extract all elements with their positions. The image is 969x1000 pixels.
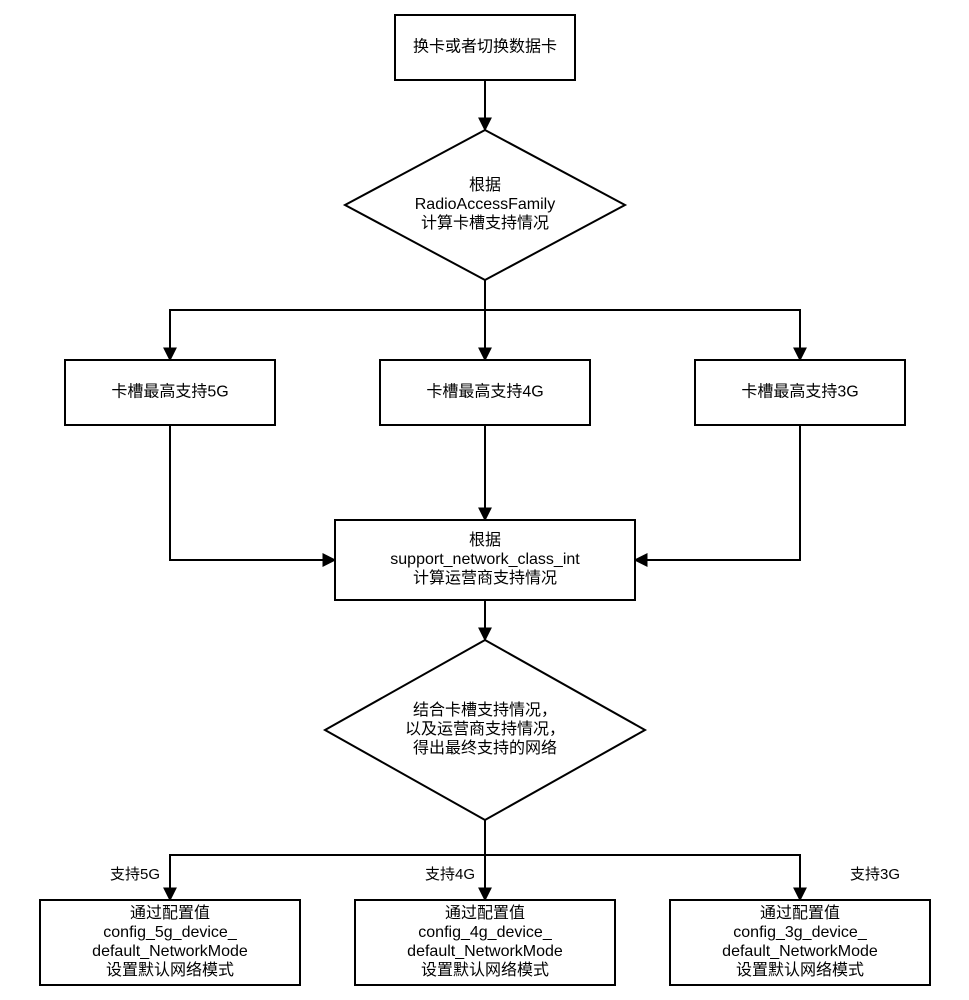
node-s5g: 卡槽最高支持5G <box>65 360 275 425</box>
node-label: 卡槽最高支持3G <box>741 383 858 401</box>
flowchart-canvas: 支持5G 支持4G 支持3G 换卡或者切换数据卡根据 RadioAccessFamily… <box>0 0 969 1000</box>
edge <box>635 425 800 560</box>
node-label: config_3g_device_ <box>733 924 868 941</box>
node-label: 根据 <box>469 176 501 194</box>
node-label: default_NetworkMode <box>92 943 248 960</box>
node-label: 通过配置值 <box>445 904 525 922</box>
node-s3g: 卡槽最高支持3G <box>695 360 905 425</box>
node-label: config_4g_device_ <box>418 924 553 941</box>
node-label: 计算运营商支持情况 <box>413 568 557 587</box>
node-calc: 根据 support_network_class_int计算运营商支持情况 <box>335 520 635 600</box>
node-label: RadioAccessFamily <box>415 196 555 213</box>
node-s4g: 卡槽最高支持4G <box>380 360 590 425</box>
node-label: 通过配置值 <box>130 904 210 922</box>
node-label: 得出最终支持的网络 <box>413 738 557 757</box>
edge <box>485 280 800 360</box>
node-label: 根据 <box>469 531 501 549</box>
node-c4g: 通过配置值 config_4g_device_ default_NetworkMod… <box>355 900 615 985</box>
node-c3g: 通过配置值 config_3g_device_ default_NetworkMod… <box>670 900 930 985</box>
edge <box>170 820 485 900</box>
node-label: config_5g_device_ <box>103 924 238 941</box>
node-label: 设置默认网络模式 <box>736 960 864 979</box>
node-label: 计算卡槽支持情况 <box>421 213 549 232</box>
node-label: 结合卡槽支持情况， <box>413 701 557 719</box>
node-c5g: 通过配置值 config_5g_device_ default_NetworkMod… <box>40 900 300 985</box>
node-label: 卡槽最高支持4G <box>426 383 543 401</box>
edge-label: 支持4G <box>425 866 475 883</box>
edge-label: 支持3G <box>850 866 900 883</box>
node-label: 换卡或者切换数据卡 <box>413 38 557 56</box>
node-label: 设置默认网络模式 <box>421 960 549 979</box>
edge <box>170 280 485 360</box>
node-label: default_NetworkMode <box>407 943 563 960</box>
node-d1: 根据 RadioAccessFamily计算卡槽支持情况 <box>345 130 625 280</box>
node-label: 通过配置值 <box>760 904 840 922</box>
node-label: default_NetworkMode <box>722 943 878 960</box>
node-start: 换卡或者切换数据卡 <box>395 15 575 80</box>
edge <box>485 820 800 900</box>
node-label: support_network_class_int <box>390 551 580 568</box>
node-d2: 结合卡槽支持情况，以及运营商支持情况，得出最终支持的网络 <box>325 640 645 820</box>
node-label: 以及运营商支持情况， <box>405 720 565 738</box>
node-label: 设置默认网络模式 <box>106 960 234 979</box>
node-label: 卡槽最高支持5G <box>111 383 228 401</box>
edge <box>170 425 335 560</box>
edge-label: 支持5G <box>110 866 160 883</box>
